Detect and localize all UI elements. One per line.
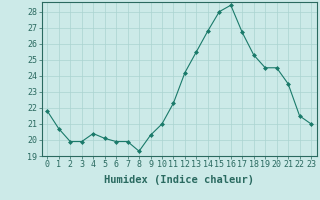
X-axis label: Humidex (Indice chaleur): Humidex (Indice chaleur) [104, 175, 254, 185]
